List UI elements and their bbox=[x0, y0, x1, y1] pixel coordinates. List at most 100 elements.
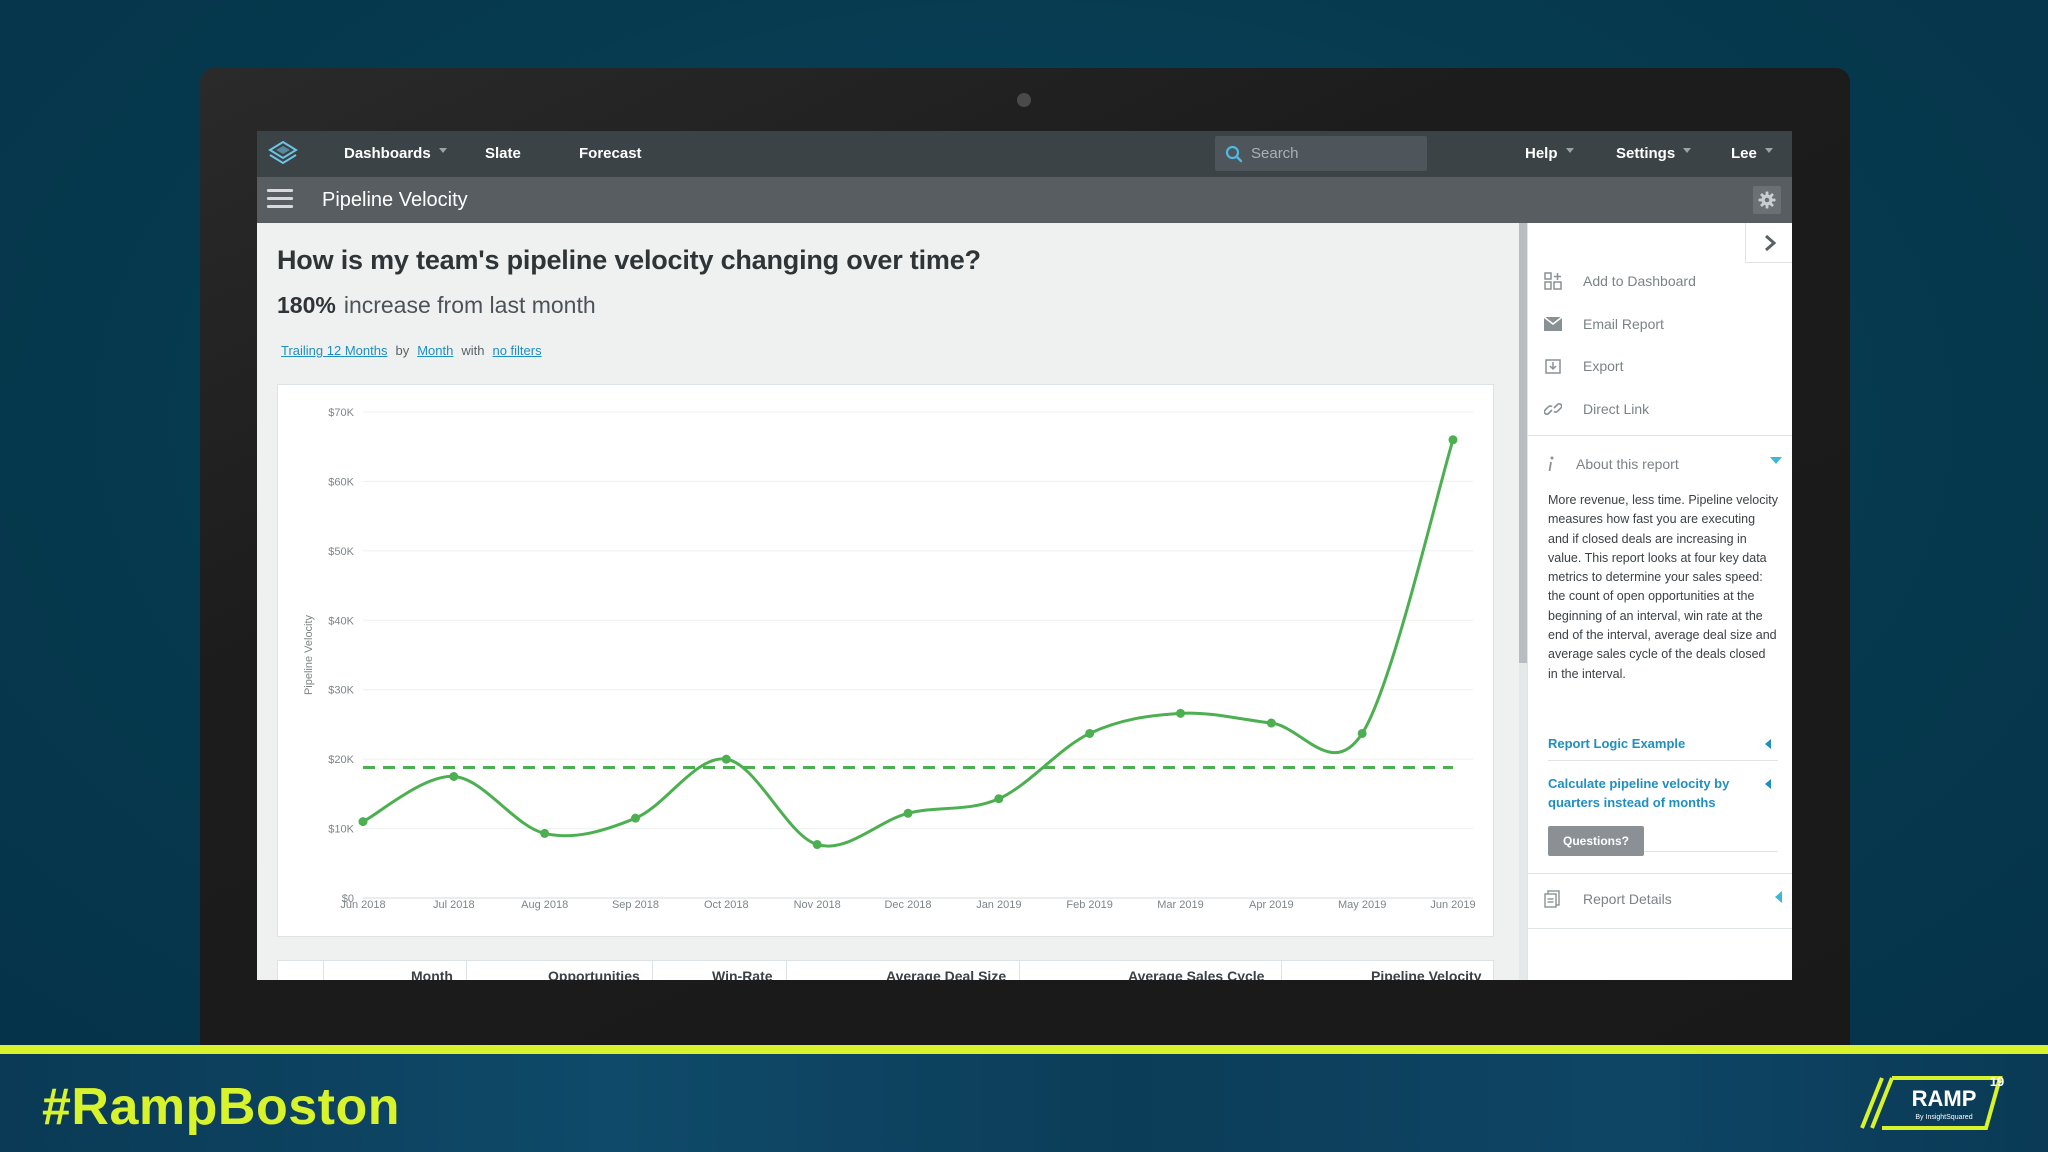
stat-summary: 180% increase from last month bbox=[277, 292, 596, 319]
data-point[interactable] bbox=[1448, 435, 1458, 445]
column-divider bbox=[1281, 961, 1282, 980]
logo-superscript: 19 bbox=[1990, 1074, 2004, 1089]
y-tick-label: $0 bbox=[342, 893, 354, 905]
chevron-down-icon bbox=[1770, 457, 1782, 464]
column-header-pipeline-velocity[interactable]: Pipeline Velocity bbox=[1371, 968, 1482, 980]
ramp-logo: RAMP By InsightSquared 19 bbox=[1860, 1074, 2004, 1130]
nav-dashboards[interactable]: Dashboards bbox=[344, 145, 447, 162]
direct-link-button[interactable]: Direct Link bbox=[1542, 398, 1649, 420]
column-divider bbox=[1019, 961, 1020, 980]
y-tick-label: $50K bbox=[328, 546, 354, 558]
filter-range-link[interactable]: Trailing 12 Months bbox=[281, 343, 388, 358]
link-icon bbox=[1542, 398, 1564, 420]
x-tick-label: Aug 2018 bbox=[521, 899, 568, 911]
report-details-toggle[interactable]: Report Details bbox=[1542, 888, 1672, 910]
data-point[interactable] bbox=[1176, 708, 1185, 718]
chevron-down-icon bbox=[438, 147, 447, 153]
data-point[interactable] bbox=[903, 808, 913, 818]
chevron-down-icon bbox=[1683, 147, 1692, 153]
scrollbar-thumb[interactable] bbox=[1519, 223, 1529, 663]
nav-slate[interactable]: Slate bbox=[485, 145, 521, 162]
app-screen: Dashboards Slate Forecast Help Settings … bbox=[257, 131, 1792, 980]
nav-user-menu[interactable]: Lee bbox=[1731, 145, 1773, 162]
action-label: Add to Dashboard bbox=[1583, 273, 1696, 289]
app-logo-icon[interactable] bbox=[267, 139, 299, 169]
data-point[interactable] bbox=[812, 840, 822, 850]
add-dashboard-icon bbox=[1542, 270, 1564, 292]
y-tick-label: $60K bbox=[328, 476, 354, 488]
chart-grid bbox=[363, 411, 1473, 899]
column-divider bbox=[323, 961, 324, 980]
x-tick-label: May 2019 bbox=[1338, 899, 1386, 911]
banner-accent-line bbox=[0, 1045, 2048, 1054]
data-points bbox=[358, 435, 1458, 850]
data-point[interactable] bbox=[449, 772, 459, 781]
chart-card: $0 $10K $20K $30K $40K $50K $60K $70K Jun 2018 J… bbox=[277, 384, 1494, 937]
gear-button[interactable] bbox=[1753, 186, 1781, 214]
column-header-avg-sales-cycle[interactable]: Average Sales Cycle bbox=[1128, 968, 1265, 980]
x-tick-label: Nov 2018 bbox=[794, 899, 841, 911]
y-tick-label: $40K bbox=[328, 615, 354, 627]
data-point[interactable] bbox=[631, 813, 640, 823]
calculate-by-quarters-link[interactable]: Calculate pipeline velocity by quarters … bbox=[1548, 776, 1730, 810]
data-point[interactable] bbox=[994, 794, 1004, 804]
export-button[interactable]: Export bbox=[1542, 355, 1623, 377]
search-icon bbox=[1225, 145, 1243, 162]
column-header-win-rate[interactable]: Win-Rate bbox=[712, 968, 773, 980]
column-divider bbox=[466, 961, 467, 980]
chevron-right-icon bbox=[1764, 234, 1776, 251]
x-tick-label: Jan 2019 bbox=[976, 899, 1021, 911]
page-title: Pipeline Velocity bbox=[322, 189, 468, 211]
action-label: Export bbox=[1583, 358, 1624, 374]
collapse-panel-button[interactable] bbox=[1745, 223, 1792, 263]
series-line bbox=[362, 439, 1455, 848]
action-label: Email Report bbox=[1583, 316, 1664, 332]
questions-button[interactable]: Questions? bbox=[1548, 826, 1644, 856]
hamburger-menu-icon[interactable] bbox=[267, 189, 293, 211]
x-tick-label: Oct 2018 bbox=[704, 899, 749, 911]
filter-with-word: with bbox=[461, 343, 485, 358]
data-point[interactable] bbox=[1357, 728, 1367, 738]
y-tick-label: $20K bbox=[328, 754, 354, 766]
report-logic-example-link[interactable]: Report Logic Example bbox=[1548, 736, 1686, 751]
column-header-avg-deal-size[interactable]: Average Deal Size bbox=[886, 968, 1007, 980]
column-header-month[interactable]: Month bbox=[411, 968, 453, 980]
filter-link[interactable]: no filters bbox=[492, 343, 542, 358]
event-banner bbox=[0, 1054, 2048, 1152]
nav-forecast[interactable]: Forecast bbox=[579, 145, 642, 162]
data-table-header: Month Opportunities Win-Rate Average Dea… bbox=[277, 960, 1494, 980]
stat-text: increase from last month bbox=[343, 292, 596, 318]
stat-value: 180% bbox=[277, 292, 336, 318]
divider bbox=[1528, 873, 1792, 874]
data-point[interactable] bbox=[1266, 718, 1276, 728]
about-description: More revenue, less time. Pipeline veloci… bbox=[1548, 493, 1778, 681]
pipeline-velocity-chart: $0$10K$20K$30K$40K$50K$60K$70K Jun 2018 J… bbox=[303, 407, 1476, 911]
divider bbox=[1548, 851, 1778, 852]
divider bbox=[1528, 928, 1792, 929]
data-point[interactable] bbox=[1085, 728, 1095, 738]
data-point[interactable] bbox=[721, 754, 731, 764]
data-point[interactable] bbox=[358, 817, 368, 827]
x-tick-label: Apr 2019 bbox=[1249, 899, 1294, 911]
search-box bbox=[1215, 136, 1427, 171]
event-hashtag: #RampBoston bbox=[42, 1078, 400, 1136]
x-tick-label: Mar 2019 bbox=[1157, 899, 1203, 911]
y-axis-label: Pipeline Velocity bbox=[303, 614, 315, 695]
report-details-icon bbox=[1542, 888, 1564, 910]
about-title: About this report bbox=[1576, 456, 1679, 472]
export-icon bbox=[1542, 355, 1564, 377]
chevron-down-icon bbox=[1565, 147, 1574, 153]
nav-help[interactable]: Help bbox=[1525, 145, 1574, 162]
title-bar: Pipeline Velocity bbox=[257, 177, 1792, 223]
column-header-opportunities[interactable]: Opportunities bbox=[548, 968, 640, 980]
logo-text: RAMP bbox=[1912, 1086, 1977, 1111]
y-tick-label: $30K bbox=[328, 685, 354, 697]
data-point[interactable] bbox=[540, 828, 550, 838]
nav-settings[interactable]: Settings bbox=[1616, 145, 1692, 162]
search-input[interactable] bbox=[1251, 145, 1411, 162]
filter-period-link[interactable]: Month bbox=[417, 343, 454, 358]
action-label: Report Details bbox=[1583, 891, 1672, 907]
about-report-toggle[interactable]: About this report bbox=[1542, 455, 1782, 473]
add-to-dashboard-button[interactable]: Add to Dashboard bbox=[1542, 270, 1696, 292]
email-report-button[interactable]: Email Report bbox=[1542, 313, 1664, 335]
